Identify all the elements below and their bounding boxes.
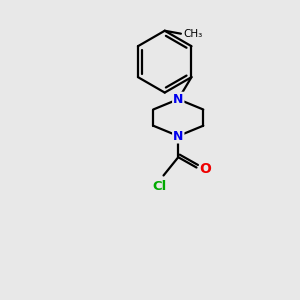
Text: N: N: [173, 130, 183, 142]
Text: N: N: [173, 93, 183, 106]
Text: O: O: [200, 162, 211, 176]
Text: Cl: Cl: [153, 180, 167, 193]
Text: CH₃: CH₃: [183, 29, 202, 39]
